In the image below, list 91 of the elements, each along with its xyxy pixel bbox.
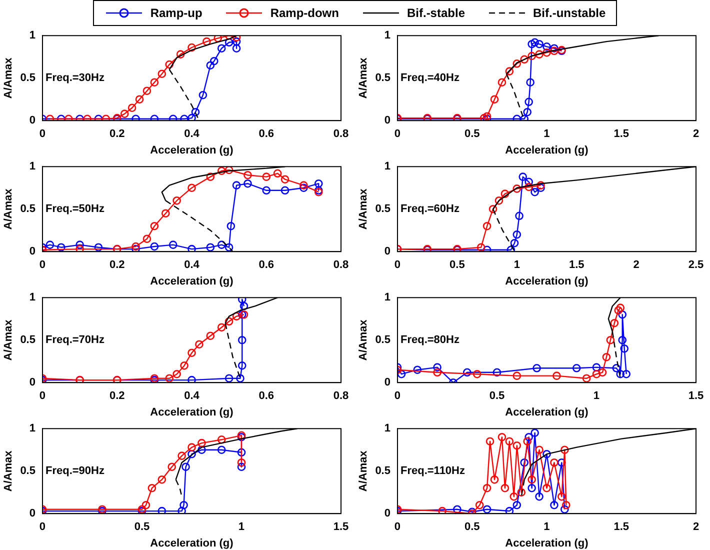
- y-tick-label: 1: [29, 292, 36, 304]
- x-tick-label: 1: [514, 259, 520, 272]
- x-tick-label: 0: [394, 259, 401, 272]
- x-tick-label: 0.6: [258, 259, 274, 272]
- x-tick-label: 0.5: [489, 390, 505, 402]
- x-axis-title: Acceleration (g): [505, 144, 589, 156]
- x-tick-label: 2: [633, 259, 640, 272]
- y-tick-label: 0.5: [375, 334, 390, 346]
- y-tick-label: 1: [384, 292, 390, 304]
- legend-label: Ramp-down: [270, 6, 339, 20]
- y-tick-label: 0.5: [20, 203, 36, 216]
- y-tick-label: 1: [384, 30, 390, 42]
- x-tick-label: 0.8: [333, 128, 349, 140]
- x-tick-label: 0: [394, 521, 401, 534]
- y-tick-label: 0: [29, 246, 36, 258]
- x-axis-title: Acceleration (g): [150, 406, 234, 418]
- y-tick-label: 1: [29, 30, 36, 42]
- x-tick-label: 0.2: [109, 128, 125, 140]
- x-tick-label: 0.5: [464, 521, 480, 534]
- annotation: Freq.=60Hz: [400, 203, 460, 216]
- x-tick-label: 1.5: [688, 390, 704, 402]
- y-axis-title: A/Amax: [2, 450, 15, 492]
- x-tick-label: 0.8: [333, 259, 349, 272]
- x-tick-label: 1.5: [614, 521, 630, 534]
- x-tick-label: 1: [544, 521, 550, 534]
- y-tick-label: 0: [384, 246, 390, 258]
- x-tick-label: 1: [544, 128, 550, 140]
- annotation: Freq.=110Hz: [400, 465, 466, 478]
- x-tick-label: 0.5: [464, 128, 480, 140]
- x-tick-label: 0.8: [333, 390, 349, 402]
- x-tick-label: 0.6: [258, 128, 274, 140]
- y-axis-title: A/Amax: [2, 188, 15, 230]
- x-tick-label: 1.5: [568, 259, 584, 272]
- y-tick-label: 0: [29, 376, 36, 389]
- x-tick-label: 0: [39, 521, 46, 534]
- x-axis-title: Acceleration (g): [150, 144, 234, 156]
- y-axis-title: A/Amax: [2, 318, 15, 361]
- x-tick-label: 0: [39, 128, 46, 140]
- x-tick-label: 0: [394, 128, 401, 140]
- x-tick-label: 1.5: [333, 521, 349, 534]
- x-tick-label: 0.6: [258, 390, 274, 402]
- x-axis-title: Acceleration (g): [150, 537, 234, 550]
- y-tick-label: 0: [29, 508, 36, 520]
- y-tick-label: 0.5: [375, 72, 390, 84]
- x-tick-label: 2.5: [688, 259, 704, 272]
- x-tick-label: 0.4: [184, 390, 200, 402]
- y-axis-title: A/Amax: [358, 56, 370, 99]
- x-axis-title: Acceleration (g): [505, 406, 589, 418]
- x-tick-label: 1: [593, 390, 600, 402]
- y-tick-label: 0.5: [375, 465, 390, 478]
- y-tick-label: 1: [29, 160, 36, 173]
- annotation: Freq.=50Hz: [45, 203, 105, 216]
- x-tick-label: 0.4: [184, 259, 200, 272]
- y-tick-label: 0: [384, 508, 390, 520]
- x-tick-label: 0.2: [109, 259, 125, 272]
- y-tick-label: 1: [384, 422, 390, 435]
- annotation: Freq.=30Hz: [45, 72, 105, 84]
- x-tick-label: 0: [39, 390, 46, 402]
- x-tick-label: 0.5: [450, 259, 465, 272]
- x-tick-label: 0.2: [109, 390, 125, 402]
- legend-label: Bif.-stable: [406, 6, 465, 20]
- y-tick-label: 0.5: [375, 203, 390, 216]
- x-tick-label: 0: [394, 390, 401, 402]
- y-axis-title: A/Amax: [358, 450, 370, 492]
- y-tick-label: 0: [384, 376, 390, 389]
- x-tick-label: 2: [692, 521, 700, 534]
- x-tick-label: 0.4: [184, 128, 200, 140]
- y-tick-label: 1: [29, 422, 36, 435]
- y-tick-label: 0: [29, 114, 36, 127]
- y-tick-label: 1: [384, 160, 390, 173]
- y-tick-label: 0.5: [20, 334, 36, 346]
- x-axis-title: Acceleration (g): [505, 537, 589, 550]
- x-axis-title: Acceleration (g): [150, 275, 234, 288]
- annotation: Freq.=40Hz: [400, 72, 460, 84]
- y-tick-label: 0.5: [20, 465, 36, 478]
- y-tick-label: 0.5: [20, 72, 36, 84]
- y-tick-label: 0: [384, 114, 390, 127]
- y-axis-title: A/Amax: [2, 56, 15, 99]
- x-tick-label: 1.5: [614, 128, 630, 140]
- annotation: Freq.=70Hz: [45, 334, 105, 346]
- annotation: Freq.=90Hz: [45, 465, 105, 478]
- annotation: Freq.=80Hz: [400, 334, 460, 346]
- x-tick-label: 0.5: [134, 521, 150, 534]
- x-tick-label: 2: [692, 128, 700, 140]
- y-axis-title: A/Amax: [358, 318, 370, 361]
- legend-label: Ramp-up: [150, 6, 202, 20]
- x-tick-label: 1: [238, 521, 245, 534]
- legend-label: Bif.-unstable: [533, 6, 606, 20]
- y-axis-title: A/Amax: [358, 188, 370, 230]
- x-axis-title: Acceleration (g): [505, 275, 589, 288]
- x-tick-label: 0: [39, 259, 46, 272]
